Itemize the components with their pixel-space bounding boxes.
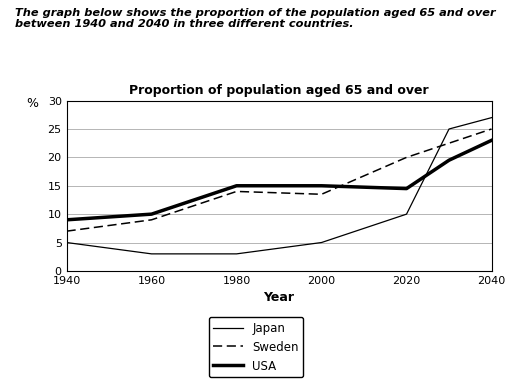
Title: Proportion of population aged 65 and over: Proportion of population aged 65 and ove… <box>129 84 429 97</box>
X-axis label: Year: Year <box>264 291 294 304</box>
Y-axis label: %: % <box>27 97 38 110</box>
Legend: Japan, Sweden, USA: Japan, Sweden, USA <box>208 317 304 377</box>
Text: The graph below shows the proportion of the population aged 65 and over
between : The graph below shows the proportion of … <box>15 8 496 29</box>
